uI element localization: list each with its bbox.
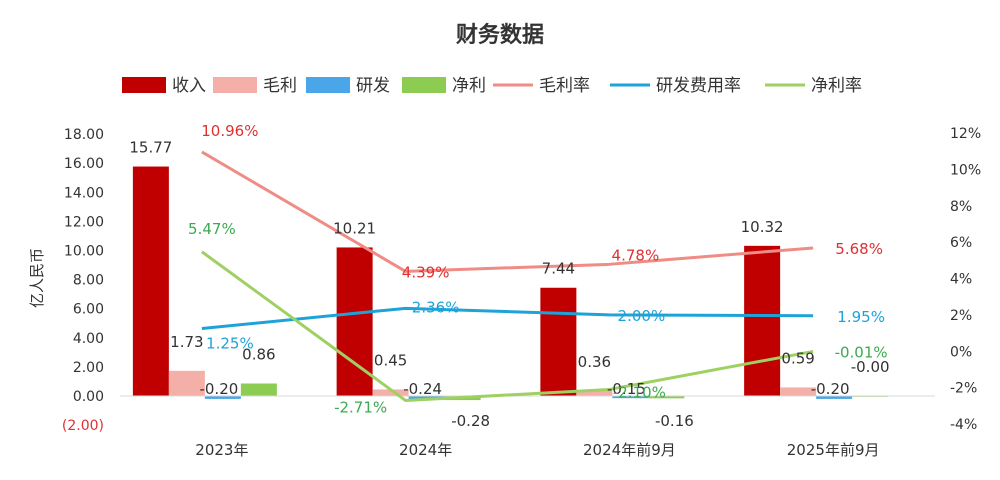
- bar-0-0: [132, 166, 169, 396]
- y-left-tick-label: 14.00: [64, 185, 104, 201]
- x-axis-ticks: 2023年 2024年 2024年前9月 2025年前9月: [195, 441, 879, 459]
- legend: 收入 毛利 研发 净利 毛利率 研发费用率 净利率: [122, 76, 862, 96]
- lines: [200, 150, 814, 403]
- legend-item-bar-1: 毛利: [213, 76, 297, 96]
- y-left-tick-label: 2.00: [73, 360, 104, 376]
- y-left-tick-label: 16.00: [64, 156, 104, 172]
- bar-3-2: [648, 396, 685, 399]
- y-axis-right-ticks: -4% -2% 0% 2% 4% 6% 8% 10% 12%: [950, 126, 981, 433]
- bar-label-1-2: 0.36: [578, 353, 611, 371]
- y-right-tick-label: 6%: [950, 235, 972, 251]
- line-label-1-0: 1.25%: [206, 335, 254, 353]
- line-label-1-2: 2.00%: [618, 307, 666, 325]
- x-tick-label: 2024年前9月: [583, 441, 676, 459]
- bar-1-1: [372, 389, 409, 396]
- legend-swatch-bar-0: [122, 77, 166, 93]
- line-series-2: [200, 250, 814, 403]
- line-label-1-1: 2.36%: [412, 298, 460, 316]
- bar-label-2-0: -0.20: [199, 380, 238, 398]
- legend-swatch-bar-1: [213, 77, 257, 93]
- y-left-tick-label: 10.00: [64, 244, 104, 260]
- y-left-tick-label: 0.00: [73, 389, 104, 405]
- x-tick-label: 2025年前9月: [787, 441, 880, 459]
- y-left-tick-label: 6.00: [73, 302, 104, 318]
- line-label-0-1: 4.39%: [402, 263, 450, 281]
- bar-labels: 15.77 10.21 7.44 10.32 1.73 0.45 0.36 0.59 -0.20…: [129, 139, 889, 430]
- legend-label-bar-3: 净利: [452, 76, 486, 96]
- y-right-tick-label: 12%: [950, 126, 981, 142]
- bar-1-3: [780, 387, 817, 396]
- legend-item-bar-0: 收入: [122, 76, 206, 96]
- bar-2-3: [816, 396, 853, 399]
- y-left-tick-label: 18.00: [64, 127, 104, 143]
- y-left-tick-label: (2.00): [62, 418, 104, 434]
- y-right-tick-label: 10%: [950, 162, 981, 178]
- y-left-tick-label: 12.00: [64, 214, 104, 230]
- line-label-0-2: 4.78%: [612, 246, 660, 264]
- bar-label-0-2: 7.44: [542, 260, 575, 278]
- legend-label-line-0: 毛利率: [539, 76, 590, 96]
- bar-label-3-3: -0.00: [851, 358, 890, 376]
- x-tick-label: 2024年: [399, 441, 452, 459]
- bar-1-2: [576, 390, 613, 396]
- y-right-tick-label: 8%: [950, 199, 972, 215]
- legend-item-bar-2: 研发: [306, 76, 390, 96]
- line-label-2-3: -0.01%: [835, 343, 888, 361]
- y-axis-left-label: 亿人民币: [28, 248, 46, 308]
- y-left-tick-label: 4.00: [73, 331, 104, 347]
- bar-label-3-1: -0.28: [451, 412, 490, 430]
- bar-2-0: [204, 396, 241, 399]
- y-axis-left-ticks: (2.00) 0.00 2.00 4.00 6.00 8.00 10.00 12.00 14.0…: [62, 127, 104, 434]
- line-label-2-0: 5.47%: [188, 220, 236, 238]
- bar-label-1-0: 1.73: [170, 333, 203, 351]
- line-labels: 10.96% 4.39% 4.78% 5.68% 1.25% 2.36% 2.00% 1.95…: [188, 122, 888, 417]
- legend-label-line-2: 净利率: [811, 76, 862, 96]
- y-right-tick-label: 0%: [950, 344, 972, 360]
- bar-label-0-1: 10.21: [333, 219, 376, 237]
- line-label-0-3: 5.68%: [835, 240, 883, 258]
- line-series-0: [201, 150, 814, 273]
- bar-label-2-1: -0.24: [403, 380, 442, 398]
- legend-item-line-1: 研发费用率: [610, 76, 741, 96]
- legend-label-line-1: 研发费用率: [656, 76, 741, 96]
- line-label-2-2: -2.10%: [613, 383, 666, 401]
- y-right-tick-label: -4%: [950, 417, 977, 433]
- bar-label-1-3: 0.59: [781, 349, 814, 367]
- bar-2-2: [612, 396, 649, 399]
- bar-label-2-3: -0.20: [811, 380, 850, 398]
- bar-label-3-2: -0.16: [655, 412, 694, 430]
- bar-label-1-1: 0.45: [374, 351, 407, 369]
- line-series-1: [201, 306, 814, 331]
- y-right-tick-label: -2%: [950, 381, 977, 397]
- y-right-tick-label: 2%: [950, 308, 972, 324]
- bar-3-0: [240, 383, 277, 396]
- line-label-1-3: 1.95%: [837, 308, 885, 326]
- y-right-tick-label: 4%: [950, 272, 972, 288]
- legend-label-bar-2: 研发: [356, 76, 390, 96]
- bar-0-2: [540, 287, 577, 396]
- y-left-tick-label: 8.00: [73, 273, 104, 289]
- line-label-2-1: -2.71%: [334, 399, 387, 417]
- bar-label-0-0: 15.77: [129, 139, 172, 157]
- bar-0-3: [744, 245, 781, 396]
- bar-1-0: [168, 370, 205, 396]
- legend-item-line-0: 毛利率: [493, 76, 590, 96]
- bar-label-3-0: 0.86: [242, 345, 275, 363]
- bar-label-0-3: 10.32: [741, 218, 784, 236]
- bar-2-1: [408, 396, 445, 400]
- legend-item-line-2: 净利率: [765, 76, 862, 96]
- legend-item-bar-3: 净利: [402, 76, 486, 96]
- legend-swatch-bar-3: [402, 77, 446, 93]
- legend-label-bar-1: 毛利: [263, 76, 297, 96]
- x-tick-label: 2023年: [195, 441, 248, 459]
- bar-label-2-2: -0.15: [607, 380, 646, 398]
- chart-title: 财务数据: [456, 22, 544, 48]
- legend-label-bar-0: 收入: [172, 76, 206, 96]
- line-label-0-0: 10.96%: [201, 122, 258, 140]
- legend-swatch-bar-2: [306, 77, 350, 93]
